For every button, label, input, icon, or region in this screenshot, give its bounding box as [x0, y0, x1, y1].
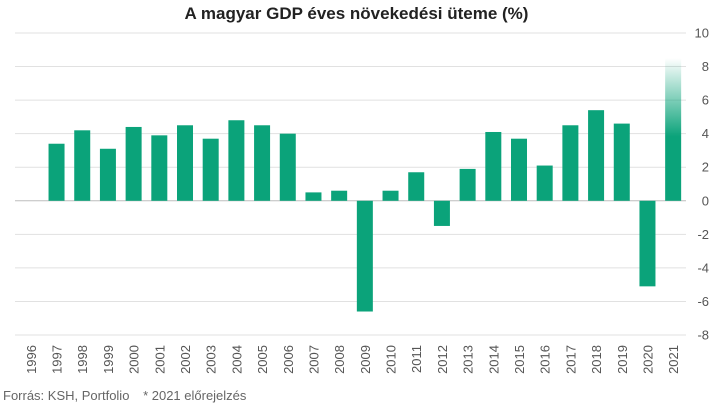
x-tick-label: 2015	[512, 345, 527, 374]
bar-2021-forecast	[665, 58, 682, 201]
x-tick-label: 2000	[127, 345, 142, 374]
source-text: Forrás: KSH, Portfolio	[3, 388, 130, 403]
bar-2016	[536, 165, 553, 201]
y-tick-label: -8	[697, 328, 709, 343]
x-tick-label: 2011	[409, 345, 424, 373]
x-tick-label: 2002	[178, 345, 193, 374]
x-tick-label: 2008	[332, 345, 347, 374]
bar-2012	[433, 200, 450, 226]
bar-1997	[48, 143, 65, 201]
y-tick-label: 6	[702, 93, 709, 108]
bar-2002	[177, 125, 193, 201]
y-tick-label: 8	[702, 59, 709, 74]
bar-2020	[639, 200, 656, 287]
x-tick-label: 1999	[101, 345, 116, 374]
x-tick-label: 2006	[281, 345, 296, 374]
bar-2008	[331, 190, 348, 201]
bar-2001	[151, 135, 168, 201]
y-tick-label: 4	[702, 126, 709, 141]
x-tick-label: 1996	[24, 345, 39, 374]
x-tick-label: 2007	[306, 345, 321, 374]
bar-2017	[562, 125, 579, 201]
bar-2014	[485, 131, 502, 201]
x-tick-label: 2013	[461, 345, 476, 374]
bar-2005	[254, 125, 271, 201]
bar-1998	[74, 130, 91, 201]
y-tick-label: -2	[697, 227, 709, 242]
bar-2010	[382, 190, 399, 201]
y-tick-label: 10	[695, 26, 709, 41]
x-tick-label: 2005	[255, 345, 270, 374]
x-tick-label: 2016	[538, 345, 553, 374]
chart-title: A magyar GDP éves növekedési üteme (%)	[184, 4, 529, 23]
x-tick-label: 1998	[75, 345, 90, 374]
x-tick-label: 2009	[358, 345, 373, 374]
bar-2006	[279, 133, 296, 201]
x-tick-label: 2020	[640, 345, 655, 374]
x-tick-label: 2018	[589, 345, 604, 374]
bar-1999	[99, 148, 116, 201]
bar-2000	[125, 126, 142, 201]
bar-2009	[356, 200, 373, 312]
bar-2019	[613, 123, 630, 201]
y-tick-label: 0	[702, 193, 709, 208]
forecast-note: * 2021 előrejelzés	[143, 388, 247, 403]
x-tick-label: 2014	[486, 345, 501, 374]
x-axis-ticks: 1996 1997 1998 1999 2000 2001 2002 2003 2004 2005…	[24, 345, 681, 374]
x-tick-label: 2004	[229, 345, 244, 374]
y-axis-ticks: 10 8 6 4 2 0 -2 -4 -6 -8	[695, 26, 709, 343]
y-tick-label: 2	[702, 160, 709, 175]
bar-2013	[459, 168, 476, 201]
y-tick-label: -4	[697, 260, 709, 275]
x-tick-label: 2001	[152, 345, 167, 374]
bar-2011	[408, 172, 425, 201]
x-tick-label: 2021	[666, 345, 681, 374]
bars	[48, 58, 682, 312]
bar-2015	[511, 138, 527, 201]
x-tick-label: 2019	[615, 345, 630, 374]
x-tick-label: 2017	[563, 345, 578, 374]
x-tick-label: 2003	[204, 345, 219, 374]
y-tick-label: -6	[697, 294, 709, 309]
x-tick-label: 1997	[50, 345, 65, 374]
x-tick-label: 2010	[384, 345, 399, 374]
chart-source: Forrás: KSH, Portfolio * 2021 előrejelzé…	[3, 388, 256, 403]
bar-2004	[228, 120, 245, 201]
bar-2003	[202, 138, 219, 201]
bar-2018	[588, 110, 605, 201]
x-tick-label: 2012	[435, 345, 450, 374]
bar-2007	[305, 192, 322, 201]
